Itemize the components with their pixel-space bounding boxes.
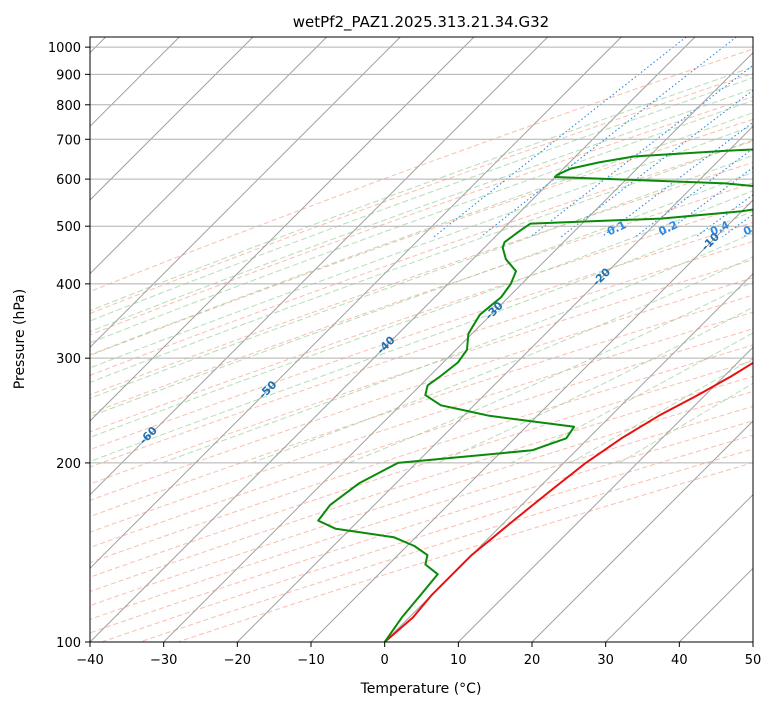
y-tick-label: 100: [56, 636, 81, 651]
x-tick-label: 20: [524, 653, 541, 668]
isotherm-line: [753, 37, 775, 642]
x-tick-label: 50: [745, 653, 762, 668]
dry-adiabat-line: [63, 37, 775, 642]
y-axis-label: Pressure (hPa): [12, 289, 28, 389]
temperature-profile: [385, 142, 775, 642]
dewpoint-profile: [318, 143, 775, 642]
y-tick-label: 200: [56, 457, 81, 472]
chart-title: wetPf2_PAZ1.2025.313.21.34.G32: [293, 13, 549, 32]
isotherm-line: [0, 37, 400, 642]
moist-adiabat-line: [0, 35, 775, 463]
x-tick-label: −10: [297, 653, 324, 668]
moist-adiabat-line: [0, 35, 775, 463]
x-tick-label: 10: [450, 653, 467, 668]
mixing-ratio-labels: 0.10.20.40.611.523456810131620253036: [605, 218, 775, 238]
moist-adiabat-line: [0, 35, 775, 463]
x-axis-label: Temperature (°C): [360, 681, 482, 697]
y-tick-label: 800: [56, 99, 81, 114]
dry-adiabat-line: [25, 37, 775, 642]
y-tick-label: 900: [56, 68, 81, 83]
isotherm-line: [0, 37, 253, 642]
moist-adiabat-line: [619, 35, 775, 463]
isotherm-label: -70: [9, 478, 32, 501]
y-tick-label: 400: [56, 278, 81, 293]
moist-adiabat-line: [511, 35, 775, 463]
y-tick-label: 500: [56, 220, 81, 235]
y-axis-ticks: 100 200 300 400 500 600 700 800 900 1000: [48, 41, 90, 651]
x-axis-ticks: −40 −30 −20 −10 0 10 20 30 40 50: [76, 642, 761, 668]
x-tick-label: 30: [597, 653, 614, 668]
isotherm-line: [164, 37, 769, 642]
pressure-grid: [90, 47, 753, 642]
isotherm-line: [532, 37, 775, 642]
mixing-ratio-line: [434, 35, 689, 237]
mixing-ratio-line: [723, 35, 775, 237]
x-tick-label: 40: [671, 653, 688, 668]
moist-adiabat-line: [0, 35, 775, 463]
isotherm-line: [237, 37, 775, 642]
mixing-ratio-line: [660, 35, 775, 237]
moist-adiabat-line: [0, 35, 775, 463]
y-tick-label: 700: [56, 133, 81, 148]
moist-adiabat-line: [570, 35, 775, 463]
moist-adiabat-line: [0, 35, 775, 463]
isotherm-line: [311, 37, 775, 642]
mixing-ratio-line: [744, 35, 775, 237]
x-tick-label: 0: [381, 653, 389, 668]
y-tick-label: 300: [56, 352, 81, 367]
moist-adiabat-line: [0, 35, 775, 463]
isotherm-line: [16, 37, 621, 642]
moist-adiabat-line: [0, 35, 775, 463]
y-tick-label: 600: [56, 173, 81, 188]
moist-adiabat-line: [0, 35, 775, 463]
x-tick-label: −20: [224, 653, 251, 668]
x-tick-label: −30: [150, 653, 177, 668]
mixing-ratio-line: [761, 35, 775, 237]
x-tick-label: −40: [76, 653, 103, 668]
y-tick-label: 1000: [48, 41, 81, 56]
